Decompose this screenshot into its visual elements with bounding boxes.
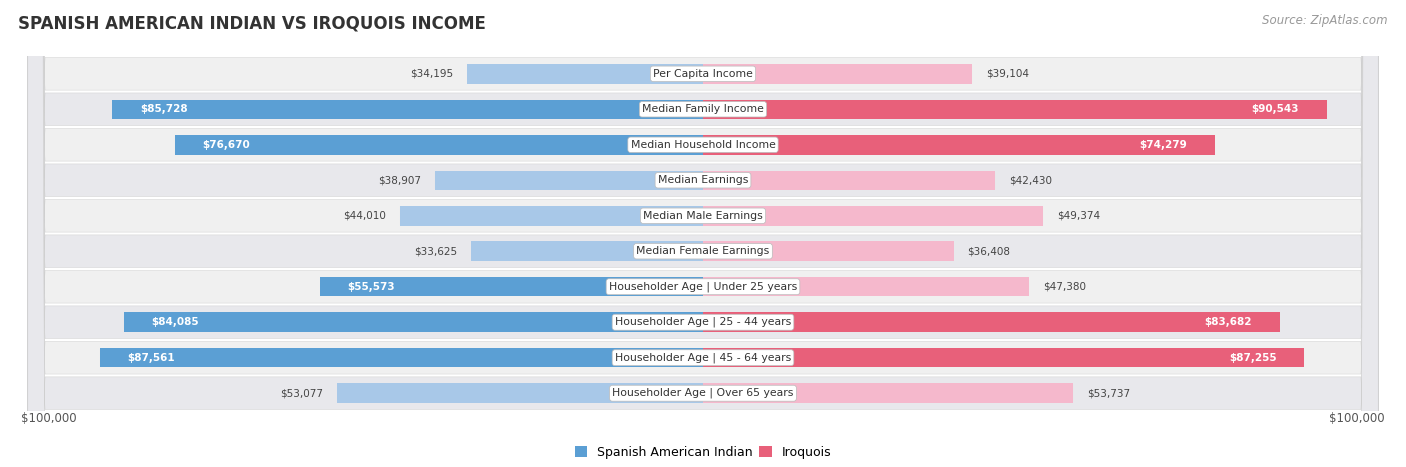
- Bar: [321, 277, 703, 297]
- Bar: [703, 64, 973, 84]
- Text: $76,670: $76,670: [202, 140, 250, 150]
- Text: Householder Age | Over 65 years: Householder Age | Over 65 years: [612, 388, 794, 398]
- FancyBboxPatch shape: [28, 0, 1378, 467]
- Text: Median Earnings: Median Earnings: [658, 175, 748, 185]
- Text: $90,543: $90,543: [1251, 104, 1299, 114]
- FancyBboxPatch shape: [28, 0, 1378, 467]
- Text: Householder Age | Under 25 years: Householder Age | Under 25 years: [609, 282, 797, 292]
- Text: $38,907: $38,907: [378, 175, 422, 185]
- Text: Median Household Income: Median Household Income: [630, 140, 776, 150]
- Text: $53,077: $53,077: [281, 388, 323, 398]
- Text: $39,104: $39,104: [986, 69, 1029, 79]
- Bar: [467, 64, 703, 84]
- Text: $74,279: $74,279: [1139, 140, 1187, 150]
- Text: $33,625: $33,625: [415, 246, 457, 256]
- FancyBboxPatch shape: [28, 0, 1378, 467]
- Text: $42,430: $42,430: [1010, 175, 1052, 185]
- FancyBboxPatch shape: [28, 0, 1378, 467]
- FancyBboxPatch shape: [28, 0, 1378, 467]
- FancyBboxPatch shape: [28, 0, 1378, 467]
- Text: $55,573: $55,573: [347, 282, 395, 292]
- Bar: [703, 206, 1043, 226]
- Bar: [100, 348, 703, 368]
- FancyBboxPatch shape: [28, 0, 1378, 467]
- Bar: [174, 135, 703, 155]
- Bar: [703, 170, 995, 190]
- Bar: [124, 312, 703, 332]
- Text: $87,255: $87,255: [1229, 353, 1277, 363]
- Bar: [703, 99, 1327, 119]
- Text: $44,010: $44,010: [343, 211, 387, 221]
- Text: $84,085: $84,085: [152, 317, 198, 327]
- Bar: [471, 241, 703, 261]
- Legend: Spanish American Indian, Iroquois: Spanish American Indian, Iroquois: [572, 444, 834, 461]
- Text: $47,380: $47,380: [1043, 282, 1087, 292]
- Text: Per Capita Income: Per Capita Income: [652, 69, 754, 79]
- Text: $85,728: $85,728: [141, 104, 187, 114]
- Text: Householder Age | 45 - 64 years: Householder Age | 45 - 64 years: [614, 353, 792, 363]
- Bar: [337, 383, 703, 403]
- FancyBboxPatch shape: [28, 0, 1378, 467]
- Text: $53,737: $53,737: [1087, 388, 1130, 398]
- Text: Median Male Earnings: Median Male Earnings: [643, 211, 763, 221]
- Text: Source: ZipAtlas.com: Source: ZipAtlas.com: [1263, 14, 1388, 27]
- Bar: [434, 170, 703, 190]
- Bar: [703, 241, 953, 261]
- Bar: [703, 135, 1215, 155]
- Text: $34,195: $34,195: [411, 69, 454, 79]
- FancyBboxPatch shape: [28, 0, 1378, 467]
- Text: Median Female Earnings: Median Female Earnings: [637, 246, 769, 256]
- Text: SPANISH AMERICAN INDIAN VS IROQUOIS INCOME: SPANISH AMERICAN INDIAN VS IROQUOIS INCO…: [18, 14, 486, 32]
- FancyBboxPatch shape: [28, 0, 1378, 467]
- Bar: [703, 348, 1305, 368]
- Text: Householder Age | 25 - 44 years: Householder Age | 25 - 44 years: [614, 317, 792, 327]
- Bar: [112, 99, 703, 119]
- Text: $87,561: $87,561: [128, 353, 174, 363]
- Bar: [399, 206, 703, 226]
- Bar: [703, 312, 1279, 332]
- Text: $100,000: $100,000: [21, 412, 76, 425]
- Text: $49,374: $49,374: [1057, 211, 1099, 221]
- Text: Median Family Income: Median Family Income: [643, 104, 763, 114]
- Text: $100,000: $100,000: [1330, 412, 1385, 425]
- Bar: [703, 383, 1073, 403]
- Bar: [703, 277, 1029, 297]
- Text: $83,682: $83,682: [1205, 317, 1251, 327]
- Text: $36,408: $36,408: [967, 246, 1011, 256]
